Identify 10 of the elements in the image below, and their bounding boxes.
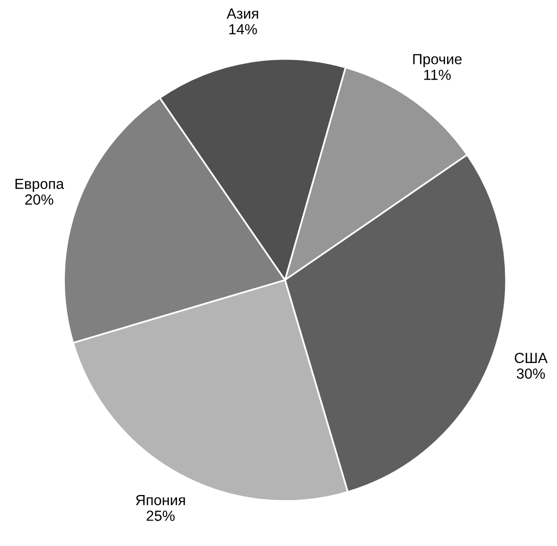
data-label: 30%	[516, 368, 545, 379]
data-label: 25%	[146, 510, 175, 521]
data-label: 20%	[25, 194, 54, 205]
data-label: 14%	[229, 24, 257, 34]
slice-label: США	[514, 352, 548, 364]
slice-label: Япония	[136, 495, 185, 506]
slice-label: Европа	[16, 178, 64, 192]
slice-label: Прочие	[413, 54, 462, 68]
slice-label: Азия	[226, 8, 258, 19]
data-label: 11%	[424, 70, 451, 80]
